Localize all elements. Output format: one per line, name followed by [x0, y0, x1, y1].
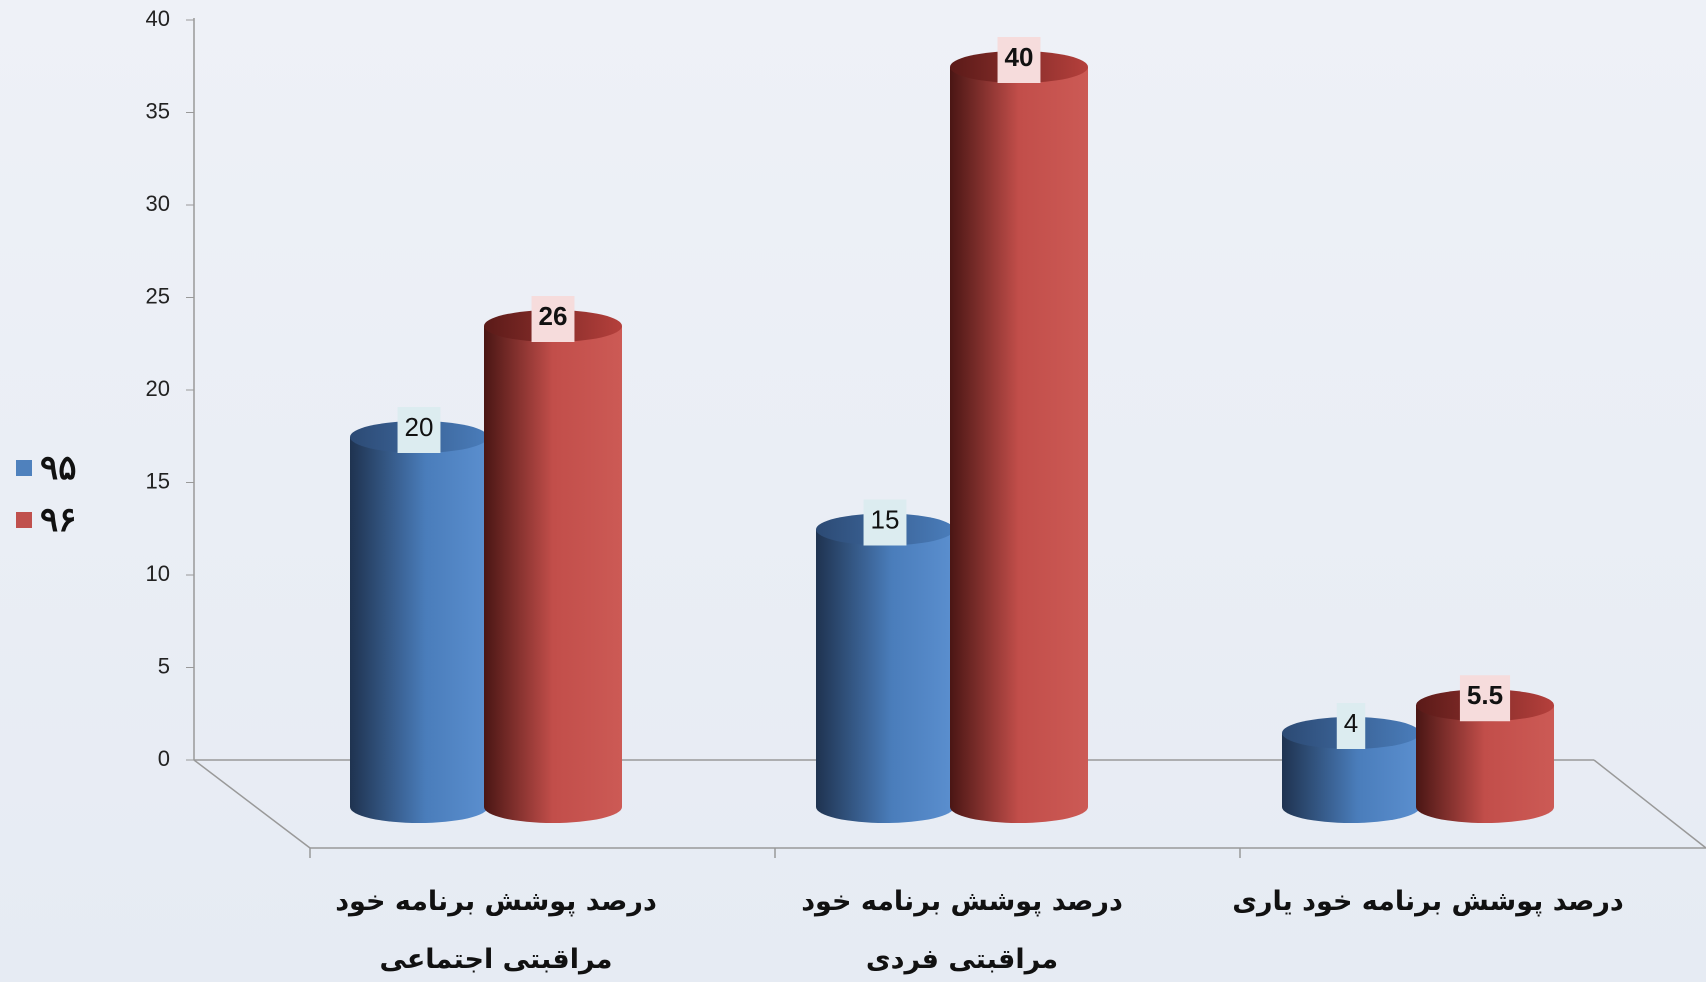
floor-right: [1593, 759, 1706, 849]
value-label: 20: [397, 407, 441, 453]
value-label-text: 20: [405, 412, 434, 442]
value-label-text: 40: [1005, 42, 1034, 72]
y-tick-label: 40: [146, 6, 170, 31]
cylinder-body: [816, 529, 954, 823]
x-tick-label: درصد پوشش برنامه خود مراقبتی اجتماعی: [335, 886, 657, 975]
cylinder: [816, 513, 954, 823]
y-tick-label: 5: [158, 653, 170, 678]
floor-left: [193, 759, 311, 849]
legend-label: ۹۶: [40, 501, 77, 539]
cylinder: [350, 421, 488, 823]
cylinder-body: [484, 326, 622, 823]
value-label-bg: [397, 407, 441, 453]
y-tick-label: 20: [146, 376, 170, 401]
value-label: 4: [1336, 703, 1366, 749]
value-label-text: 15: [871, 504, 900, 534]
value-label-bg: [997, 37, 1041, 83]
y-tick-label: 25: [146, 283, 170, 308]
value-label: 15: [863, 499, 907, 546]
x-tick-label: درصد پوشش برنامه خود مراقبتی فردی: [801, 886, 1123, 975]
value-label: 40: [997, 37, 1041, 83]
x-tick-label: درصد پوشش برنامه خود یاری: [1232, 886, 1624, 917]
value-label-bg: [1336, 703, 1366, 749]
cylinder-body: [1282, 733, 1420, 823]
cylinder-body: [350, 437, 488, 823]
cylinder: [484, 310, 622, 823]
value-label-text: 5.5: [1467, 680, 1503, 710]
value-label-bg: [863, 499, 907, 546]
value-label: 26: [531, 296, 575, 342]
legend-swatch: [16, 460, 32, 476]
cylinder: [950, 51, 1088, 823]
value-label-bg: [1459, 675, 1511, 722]
value-label-text: 4: [1344, 708, 1358, 738]
value-label-text: 26: [539, 301, 568, 331]
y-tick-label: 0: [158, 746, 170, 771]
y-tick-label: 10: [146, 561, 170, 586]
cylinder-body: [1416, 705, 1554, 823]
y-tick-label: 30: [146, 191, 170, 216]
y-tick-label: 35: [146, 98, 170, 123]
cylinder-body: [950, 67, 1088, 823]
y-tick-label: 15: [146, 468, 170, 493]
value-label: 5.5: [1459, 675, 1511, 722]
value-label-bg: [531, 296, 575, 342]
legend-label: ۹۵: [40, 449, 77, 487]
legend-swatch: [16, 512, 32, 528]
